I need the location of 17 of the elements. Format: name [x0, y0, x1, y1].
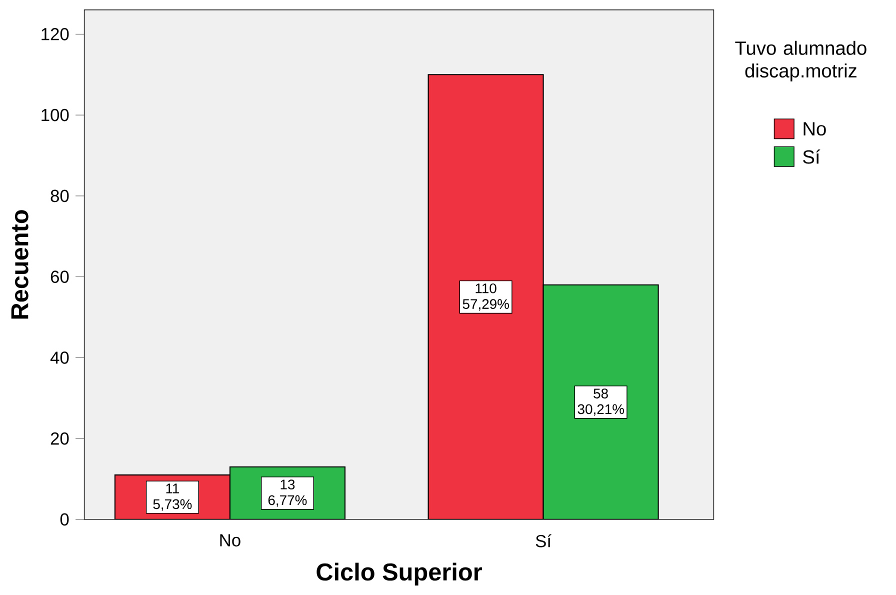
y-tick-label: 80 [50, 190, 69, 202]
x-axis-title: Ciclo Superior [316, 562, 482, 586]
y-axis-title: Recuento [11, 210, 28, 319]
data-label: 13 6,77% [268, 480, 307, 507]
y-tick-label: 40 [50, 352, 69, 364]
legend-title: Tuvo alumnado discap.motriz [735, 40, 866, 82]
legend-label: Sí [803, 150, 820, 164]
y-tick-label: 0 [60, 513, 69, 526]
y-tick-label: 60 [50, 270, 69, 284]
y-tick-label: 20 [50, 432, 69, 445]
data-label: 11 5,73% [153, 484, 192, 511]
data-label: 110 57,29% [462, 284, 509, 311]
data-label: 58 30,21% [578, 388, 624, 416]
y-tick-label: 100 [42, 109, 69, 122]
bar [428, 74, 544, 520]
legend-label: No [804, 122, 826, 136]
y-tick-label: 120 [42, 28, 69, 40]
